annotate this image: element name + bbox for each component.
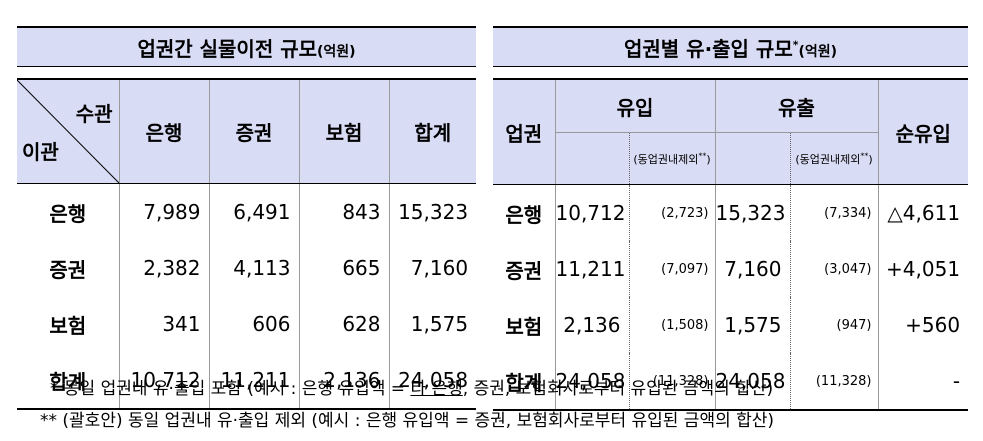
cell: 7,160 bbox=[410, 256, 469, 280]
cell: 2,136 bbox=[299, 352, 390, 410]
outflow-cell: 24,058 bbox=[715, 353, 791, 411]
outflow-cell: 1,575 bbox=[715, 297, 791, 353]
outflow-excl-subheader: (동업권내제외**) bbox=[790, 132, 879, 185]
col-header-inflow: 유입 bbox=[555, 79, 716, 133]
inflow-cell: 10,712 bbox=[555, 184, 630, 241]
cell: 7,989 bbox=[119, 183, 210, 240]
transfer-table-title: 업권간 실물이전 규모(억원) bbox=[17, 26, 477, 67]
row-label: 합계 bbox=[493, 353, 556, 411]
net-cell: +4,051 bbox=[886, 257, 961, 281]
flow-table-title: 업권별 유·출입 규모*(억원) bbox=[493, 26, 969, 67]
net-cell: +560 bbox=[905, 313, 961, 337]
cell: 665 bbox=[299, 240, 390, 296]
title-unit: (억원) bbox=[317, 43, 356, 60]
row-label: 증권 bbox=[493, 241, 556, 297]
excl-mark: ** bbox=[698, 150, 707, 160]
col-header: 은행 bbox=[119, 79, 210, 184]
outflow-total-subheader bbox=[715, 132, 791, 185]
cell: 2,382 bbox=[119, 240, 210, 296]
col-header-net: 순유입 bbox=[878, 79, 969, 185]
inflow-total-subheader bbox=[555, 132, 630, 185]
outflow-cell: 7,160 bbox=[715, 241, 791, 297]
cell: 1,575 bbox=[410, 312, 469, 336]
cell: 10,712 bbox=[119, 352, 210, 410]
cell: 15,323 bbox=[398, 200, 469, 224]
cell: 628 bbox=[299, 296, 390, 352]
inflow-cell: 2,136 bbox=[555, 297, 630, 353]
row-label: 증권 bbox=[17, 240, 120, 296]
outflow-excl-cell: (11,328) bbox=[790, 353, 879, 411]
outflow-cell: 15,323 bbox=[715, 184, 791, 241]
excl-note: (동업권내제외 bbox=[633, 152, 699, 166]
footnote-1-suffix: , 증권, 보험회사로부터 유입된 금액의 합산) bbox=[462, 379, 774, 399]
row-label: 은행 bbox=[493, 184, 556, 241]
footnote-2-text: (괄호안) 동일 업권내 유·출입 제외 (예시 : 은행 유입액 = 증권, … bbox=[57, 411, 775, 431]
flow-table: 업권별 유·출입 규모*(억원) 업권 유입 유출 순유입 (동업권내제외**)… bbox=[493, 26, 969, 411]
title-text: 업권별 유·출입 규모 bbox=[624, 36, 793, 61]
col-header: 보험 bbox=[299, 79, 390, 184]
cell: 11,211 bbox=[209, 352, 300, 410]
inflow-cell: 11,211 bbox=[555, 241, 630, 297]
outflow-excl-cell: (947) bbox=[790, 297, 879, 353]
col-header-outflow: 유출 bbox=[715, 79, 879, 133]
cell: 4,113 bbox=[209, 240, 300, 296]
net-cell: △4,611 bbox=[887, 201, 961, 225]
col-header: 합계 bbox=[389, 79, 477, 184]
cell: 24,058 bbox=[389, 352, 477, 410]
corner-top-label: 수관 bbox=[75, 102, 113, 126]
excl-close: ) bbox=[868, 152, 873, 166]
excl-note: (동업권내제외 bbox=[795, 152, 861, 166]
inflow-excl-subheader: (동업권내제외**) bbox=[629, 132, 716, 185]
inflow-excl-cell: (1,508) bbox=[629, 297, 716, 353]
col-header: 증권 bbox=[209, 79, 300, 184]
inflow-excl-cell: (11,328) bbox=[629, 353, 716, 411]
title-unit: (억원) bbox=[798, 43, 838, 60]
outflow-excl-cell: (7,334) bbox=[790, 184, 879, 241]
corner-cell: 수관 이관 bbox=[17, 79, 120, 184]
excl-mark: ** bbox=[860, 150, 869, 160]
inflow-excl-cell: (2,723) bbox=[629, 184, 716, 241]
row-label: 보험 bbox=[493, 297, 556, 353]
col-header-sector: 업권 bbox=[493, 79, 556, 185]
row-label: 보험 bbox=[17, 296, 120, 352]
excl-close: ) bbox=[706, 152, 711, 166]
row-label: 은행 bbox=[17, 183, 120, 240]
inflow-excl-cell: (7,097) bbox=[629, 241, 716, 297]
cell: 341 bbox=[119, 296, 210, 352]
diagonal-line bbox=[17, 80, 119, 183]
cell: 6,491 bbox=[209, 183, 300, 240]
title-star: * bbox=[792, 37, 799, 51]
net-cell: - bbox=[878, 353, 969, 411]
footnote-1-underlined: 타 은행 bbox=[410, 379, 463, 399]
inflow-cell: 24,058 bbox=[555, 353, 630, 411]
outflow-excl-cell: (3,047) bbox=[790, 241, 879, 297]
title-text: 업권간 실물이전 규모 bbox=[137, 36, 317, 61]
row-label: 합계 bbox=[17, 352, 120, 410]
transfer-table: 업권간 실물이전 규모(억원) 수관 이관 은행 증권 보험 합계 은행 7,9… bbox=[17, 26, 477, 410]
cell: 606 bbox=[209, 296, 300, 352]
footnote-1: * 동일 업권내 유·출입 포함 (예시 : 은행 유입액 = 타 은행, 증권… bbox=[50, 374, 773, 399]
cell: 843 bbox=[299, 183, 390, 240]
corner-bottom-label: 이관 bbox=[22, 140, 59, 164]
footnote-2: ** (괄호안) 동일 업권내 유·출입 제외 (예시 : 은행 유입액 = 증… bbox=[40, 406, 774, 431]
footnote-1-prefix: * 동일 업권내 유·출입 포함 (예시 : 은행 유입액 = bbox=[50, 379, 411, 399]
footnote-2-mark: ** bbox=[40, 411, 57, 431]
